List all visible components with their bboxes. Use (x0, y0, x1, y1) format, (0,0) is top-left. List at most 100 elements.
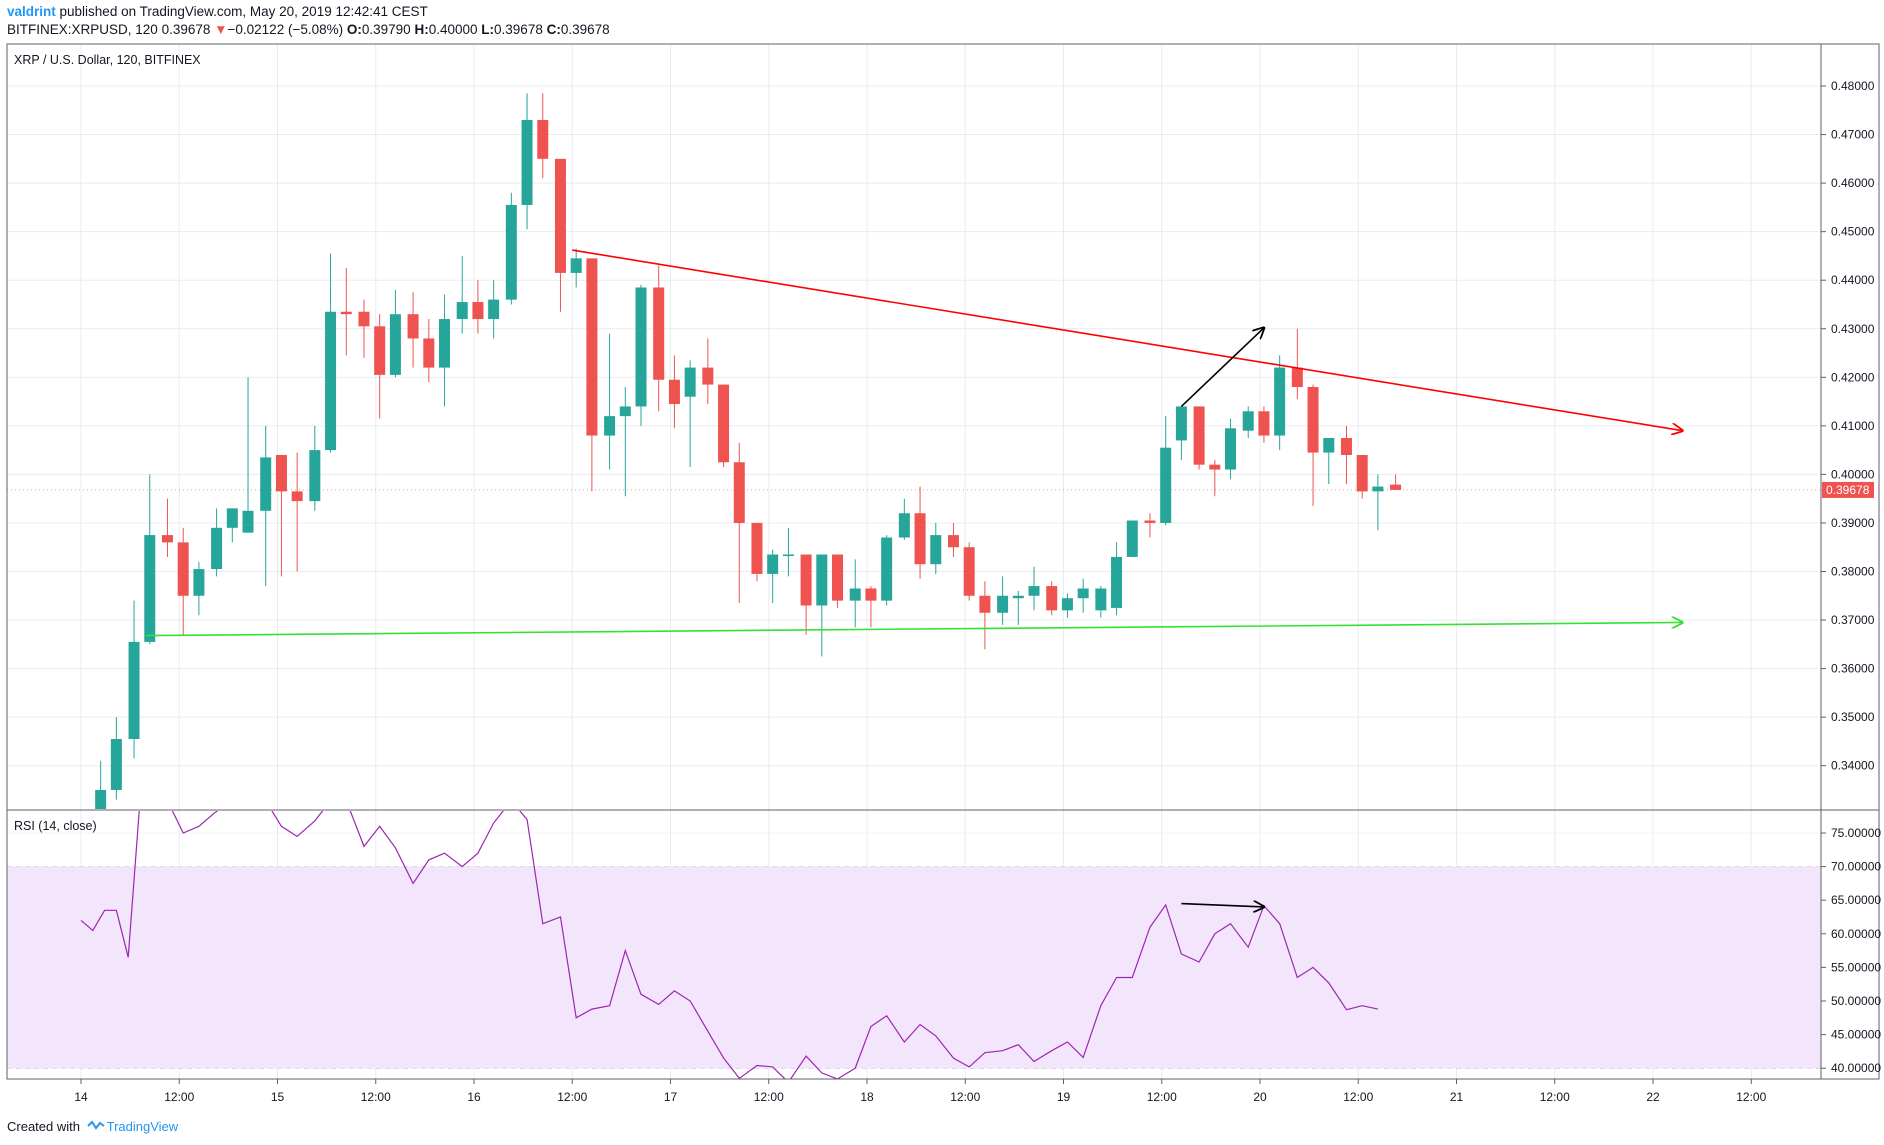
y-tick-label: 0.36000 (1831, 662, 1875, 676)
candle-body (947, 535, 959, 548)
candle (1160, 416, 1172, 526)
rsi-pane (80, 811, 1379, 1079)
candle (997, 576, 1009, 625)
y-tick-label: 0.37000 (1831, 613, 1875, 627)
candle-body (718, 384, 730, 463)
x-tick-label: 12:00 (361, 1090, 391, 1104)
candle (733, 442, 745, 604)
candle-body (488, 299, 500, 320)
change-down-icon: ▼ (214, 22, 228, 37)
candle (1193, 406, 1205, 470)
y-tick-label: 0.46000 (1831, 176, 1875, 190)
candle (979, 581, 991, 650)
y-tick-label: 0.43000 (1831, 322, 1875, 336)
candle (226, 508, 238, 543)
candle (144, 474, 156, 645)
candle (537, 93, 549, 179)
open-value: 0.39790 (361, 22, 411, 37)
candle (767, 549, 779, 604)
candle-body (832, 554, 844, 601)
author-link[interactable]: valdrint (7, 4, 56, 19)
candle-body (472, 302, 484, 320)
candle (881, 535, 893, 606)
high-value: 0.40000 (428, 22, 478, 37)
candle (1111, 542, 1123, 616)
candle-body (702, 367, 714, 385)
rsi-band (7, 866, 1821, 1069)
candle-body (898, 513, 910, 538)
x-tick-label: 12:00 (1147, 1090, 1177, 1104)
rsi-axis[interactable]: 75.00000 70.00000 65.00000 60.00000 55.00000… (1821, 826, 1881, 1075)
candle (161, 498, 173, 557)
candle (1012, 590, 1024, 625)
y-tick-label: 40.00000 (1831, 1061, 1881, 1075)
low-label: L: (481, 22, 495, 37)
price-axis[interactable]: 0.48000 0.47000 0.46000 0.45000 0.44000 0.430… (1821, 79, 1875, 773)
x-tick-label: 20 (1253, 1090, 1267, 1104)
candle (110, 717, 122, 800)
candle-body (1225, 428, 1237, 470)
candle (554, 158, 566, 312)
candle (1028, 566, 1040, 611)
candle-body (1307, 387, 1319, 453)
y-tick-label: 0.44000 (1831, 273, 1875, 287)
candle-body (325, 311, 337, 451)
candle (260, 425, 272, 587)
candle-body (782, 554, 794, 557)
published-text: published on TradingView.com, May 20, 20… (59, 4, 428, 19)
candle (423, 319, 435, 383)
candle-body (1193, 406, 1205, 465)
candle (751, 522, 763, 582)
price-pane-title: XRP / U.S. Dollar, 120, BITFINEX (14, 53, 201, 67)
candle (849, 559, 861, 628)
candle (684, 360, 696, 468)
x-tick-label: 12:00 (1540, 1090, 1570, 1104)
y-tick-label: 75.00000 (1831, 826, 1881, 840)
candle (275, 454, 287, 577)
candle-body (1323, 437, 1335, 453)
tradingview-link[interactable]: TradingView (106, 1119, 179, 1134)
candle (389, 289, 401, 378)
candle-body (309, 450, 321, 502)
candle (1307, 384, 1319, 506)
candle-body (1209, 464, 1221, 470)
y-tick-label: 0.42000 (1831, 370, 1875, 384)
candle (1340, 425, 1352, 485)
candle (635, 285, 647, 426)
last-price-tag: 0.39678 (1822, 481, 1874, 498)
candle-body (733, 462, 745, 523)
x-tick-label: 22 (1646, 1090, 1660, 1104)
candle-body (1340, 437, 1352, 455)
x-tick-label: 18 (860, 1090, 874, 1104)
candle (211, 508, 223, 577)
candle (930, 522, 942, 574)
candle-body (1111, 556, 1123, 608)
x-tick-label: 12:00 (557, 1090, 587, 1104)
candle-body (1291, 367, 1303, 388)
candle-body (211, 527, 223, 570)
candle (947, 522, 959, 557)
candle (668, 355, 680, 429)
y-tick-label: 0.45000 (1831, 225, 1875, 239)
candle-body (456, 302, 468, 320)
candle-body (1144, 520, 1156, 523)
y-tick-label: 55.00000 (1831, 960, 1881, 974)
candle-body (1258, 411, 1270, 436)
y-tick-label: 60.00000 (1831, 927, 1881, 941)
candle-body (521, 119, 533, 205)
candle-body (389, 314, 401, 375)
time-axis[interactable]: 14 12:00 15 12:00 16 12:00 17 12:00 18 12:00 19 12:… (74, 1079, 1767, 1104)
candle-body (1095, 588, 1107, 611)
candle-body (1372, 486, 1384, 492)
candle (407, 292, 419, 368)
candle (1175, 406, 1187, 460)
candle-body (554, 158, 566, 273)
candle-body (291, 491, 303, 502)
candle (456, 255, 468, 334)
candle (439, 294, 451, 407)
symbol-interval: BITFINEX:XRPUSD, 120 (7, 22, 158, 37)
candle (570, 248, 582, 288)
candle (1061, 593, 1073, 618)
candle-body (800, 554, 812, 606)
